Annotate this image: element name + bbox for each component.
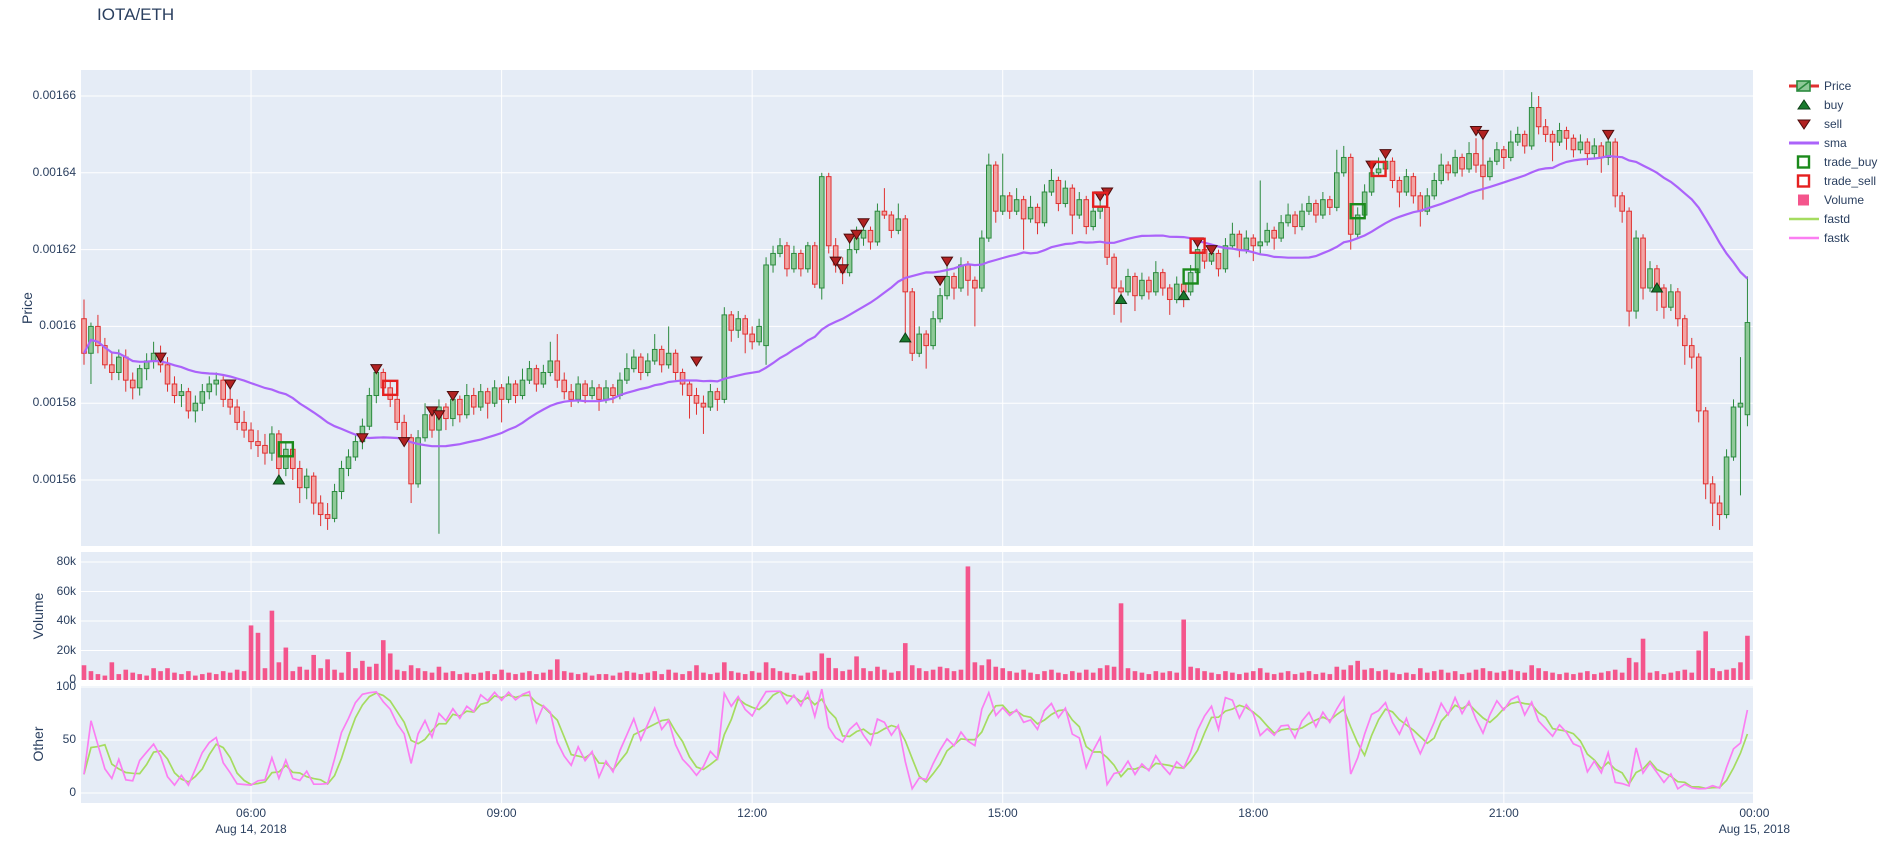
legend-label-volume: Volume — [1824, 192, 1865, 207]
trade-buy-square-icon — [1796, 154, 1811, 169]
x-date-1: Aug 15, 2018 — [1718, 822, 1791, 836]
legend-label-buy: buy — [1824, 97, 1844, 112]
other-tick-0: 100 — [55, 679, 76, 693]
x-tick-0: 06:00 — [236, 806, 267, 820]
page-title: IOTA/ETH — [97, 5, 175, 24]
x-tick-4: 18:00 — [1238, 806, 1269, 820]
legend-item-sma[interactable]: sma — [1788, 133, 1896, 152]
price-tick-0: 0.00166 — [32, 88, 76, 102]
sma-line-icon — [1789, 141, 1819, 144]
x-tick-6: 00:00 — [1739, 806, 1770, 820]
volume-tick-4: 0 — [69, 672, 76, 686]
sell-triangle-icon — [1797, 119, 1811, 130]
legend-label-fastk: fastk — [1824, 230, 1850, 245]
legend-item-fastd[interactable]: fastd — [1788, 209, 1896, 228]
legend-label-trade-sell: trade_sell — [1824, 173, 1877, 188]
x-tick-3: 15:00 — [987, 806, 1018, 820]
x-tick-5: 21:00 — [1488, 806, 1519, 820]
legend-item-volume[interactable]: Volume — [1788, 190, 1896, 209]
volume-tick-0: 80k — [56, 554, 76, 568]
legend-label-trade-buy: trade_buy — [1824, 154, 1878, 169]
legend-item-trade-sell[interactable]: trade_sell — [1788, 171, 1896, 190]
legend-item-sell[interactable]: sell — [1788, 114, 1896, 133]
volume-tick-2: 40k — [56, 613, 76, 627]
price-axis-title: Price — [19, 292, 35, 324]
buy-triangle-icon — [1797, 98, 1811, 109]
x-tick-2: 12:00 — [737, 806, 768, 820]
candlestick-icon — [1789, 79, 1819, 92]
legend-label-fastd: fastd — [1824, 211, 1851, 226]
legend-label-sell: sell — [1824, 116, 1843, 131]
legend-item-trade-buy[interactable]: trade_buy — [1788, 152, 1896, 171]
price-tick-1: 0.00164 — [32, 164, 76, 179]
legend-label-price: Price — [1824, 78, 1852, 93]
x-tick-1: 09:00 — [486, 806, 517, 820]
legend-item-fastk[interactable]: fastk — [1788, 228, 1896, 247]
fastd-line-icon — [1789, 217, 1819, 220]
legend: Price buy sell sma trade_buy — [1788, 76, 1896, 247]
price-tick-3: 0.0016 — [39, 318, 76, 333]
x-date-0: Aug 14, 2018 — [215, 822, 287, 836]
fastk-line-icon — [1789, 236, 1819, 239]
legend-item-buy[interactable]: buy — [1788, 95, 1896, 114]
trade-sell-square-icon — [1796, 173, 1811, 188]
volume-tick-1: 60k — [56, 583, 76, 598]
other-tick-2: 0 — [69, 785, 76, 799]
legend-item-price[interactable]: Price — [1788, 76, 1896, 95]
volume-tick-3: 20k — [56, 642, 76, 657]
price-tick-2: 0.00162 — [32, 241, 76, 256]
other-tick-1: 50 — [62, 732, 76, 746]
legend-label-sma: sma — [1824, 135, 1847, 150]
volume-swatch-icon — [1798, 194, 1809, 205]
price-tick-5: 0.00156 — [32, 472, 76, 486]
price-tick-4: 0.00158 — [32, 395, 76, 410]
